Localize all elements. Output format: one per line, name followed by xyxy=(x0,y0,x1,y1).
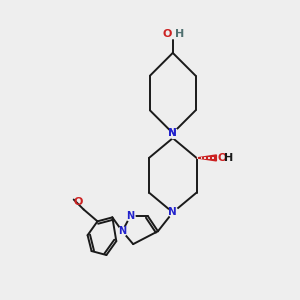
Text: N: N xyxy=(168,128,177,138)
Text: N: N xyxy=(126,212,134,221)
Polygon shape xyxy=(196,155,216,161)
Text: O: O xyxy=(73,197,83,208)
Text: H: H xyxy=(175,29,184,39)
Polygon shape xyxy=(170,133,176,138)
Text: H: H xyxy=(224,153,234,163)
Text: O: O xyxy=(162,29,172,39)
Text: N: N xyxy=(168,207,177,218)
Text: N: N xyxy=(168,128,177,138)
Text: O: O xyxy=(218,153,227,163)
Text: N: N xyxy=(118,226,126,236)
